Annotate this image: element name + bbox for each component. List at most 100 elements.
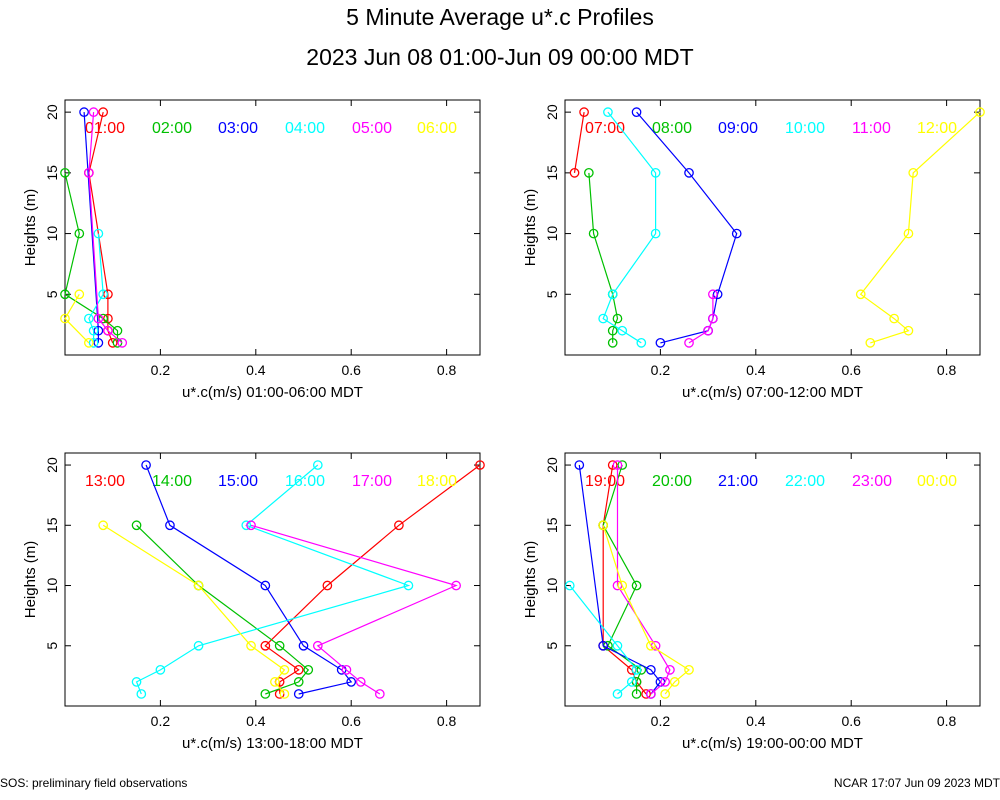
chart-title: 5 Minute Average u*.c Profiles bbox=[346, 4, 654, 30]
data-point bbox=[731, 228, 742, 239]
series-line bbox=[573, 112, 585, 173]
series-1100 bbox=[684, 289, 718, 348]
series-line bbox=[636, 111, 738, 344]
data-point bbox=[260, 640, 271, 651]
data-point bbox=[293, 677, 304, 687]
y-tick-label: 10 bbox=[544, 578, 560, 594]
footer-right-note: NCAR 17:07 Jun 09 2023 MDT bbox=[833, 776, 1000, 790]
data-point bbox=[93, 228, 104, 239]
y-axis-label: Heights (m) bbox=[522, 541, 539, 619]
chart-panel-4: 0.2 0.4 0.6 0.8 5 10 15 20 u*.c(m/s) 19:00-00:00… bbox=[522, 452, 981, 752]
data-point bbox=[241, 520, 252, 531]
data-point bbox=[475, 460, 485, 470]
legend-entry: 16:00 bbox=[285, 473, 325, 490]
data-point bbox=[646, 665, 656, 675]
data-point bbox=[270, 677, 280, 687]
y-tick-label: 20 bbox=[44, 104, 60, 120]
chart-subtitle: 2023 Jun 08 01:00-Jun 09 00:00 MDT bbox=[306, 44, 694, 70]
legend-entry: 18:00 bbox=[417, 473, 457, 490]
x-tick-label: 0.8 bbox=[437, 362, 457, 378]
legend-entry: 23:00 bbox=[852, 473, 892, 490]
data-point bbox=[603, 107, 613, 117]
series-line bbox=[602, 111, 657, 344]
data-point bbox=[60, 289, 70, 300]
data-point bbox=[564, 580, 575, 591]
data-point bbox=[598, 313, 609, 324]
footer-left-note: SOS: preliminary field observations bbox=[0, 776, 188, 790]
x-tick-label: 0.2 bbox=[151, 362, 171, 378]
data-point bbox=[312, 460, 323, 470]
series-1000 bbox=[598, 107, 661, 348]
data-point bbox=[303, 665, 314, 675]
series-1700 bbox=[246, 520, 461, 699]
data-point bbox=[312, 640, 323, 651]
legend-entry: 17:00 bbox=[352, 473, 392, 490]
data-point bbox=[374, 689, 385, 699]
y-tick-label: 20 bbox=[544, 104, 560, 120]
x-tick-label: 0.4 bbox=[246, 713, 266, 729]
y-axis-label: Heights (m) bbox=[22, 541, 39, 619]
series-line bbox=[136, 524, 310, 695]
data-point bbox=[274, 640, 285, 651]
data-point bbox=[641, 689, 651, 699]
data-point bbox=[631, 665, 642, 675]
data-point bbox=[703, 325, 713, 336]
y-tick-label: 5 bbox=[44, 290, 60, 298]
data-point bbox=[88, 325, 99, 336]
legend-entry: 07:00 bbox=[585, 120, 625, 137]
data-point bbox=[279, 689, 290, 699]
series-0600 bbox=[60, 289, 94, 348]
x-axis-label: u*.c(m/s) 13:00-18:00 MDT bbox=[182, 735, 363, 752]
data-point bbox=[607, 289, 618, 300]
series-1500 bbox=[141, 460, 357, 699]
plot-frame bbox=[64, 99, 481, 356]
series-line bbox=[264, 464, 481, 694]
data-point bbox=[60, 313, 70, 324]
data-point bbox=[612, 313, 623, 324]
data-point bbox=[117, 338, 128, 348]
data-point bbox=[612, 460, 623, 470]
data-point bbox=[669, 677, 680, 687]
series-line bbox=[602, 464, 643, 694]
data-point bbox=[631, 580, 642, 591]
series-line bbox=[88, 111, 114, 344]
data-point bbox=[903, 325, 914, 336]
data-point bbox=[298, 640, 309, 651]
data-point bbox=[660, 689, 671, 699]
series-1200 bbox=[855, 107, 985, 348]
data-point bbox=[650, 228, 661, 239]
data-point bbox=[293, 689, 304, 699]
chart-panel-1: 0.2 0.4 0.6 0.8 5 10 15 20 u*.c(m/s) 01:00-06:00… bbox=[22, 99, 481, 401]
y-tick-label: 10 bbox=[44, 578, 60, 594]
data-point bbox=[626, 677, 637, 687]
legend-entry: 01:00 bbox=[85, 120, 125, 137]
data-point bbox=[355, 677, 366, 687]
data-point bbox=[98, 520, 109, 531]
x-tick-label: 0.4 bbox=[246, 362, 266, 378]
y-tick-label: 20 bbox=[544, 457, 560, 473]
data-point bbox=[98, 107, 109, 117]
data-point bbox=[574, 460, 585, 470]
x-tick-label: 0.4 bbox=[746, 713, 766, 729]
data-point bbox=[579, 107, 589, 117]
data-point bbox=[74, 228, 85, 239]
series-1900 bbox=[598, 460, 651, 699]
y-tick-label: 15 bbox=[544, 517, 560, 533]
x-tick-label: 0.2 bbox=[651, 362, 671, 378]
data-point bbox=[84, 313, 94, 324]
data-point bbox=[260, 689, 271, 699]
series-line bbox=[102, 524, 286, 695]
series-0700 bbox=[569, 107, 589, 178]
series-1600 bbox=[131, 460, 414, 699]
series-0900 bbox=[631, 107, 742, 348]
data-point bbox=[598, 640, 609, 651]
data-point bbox=[260, 580, 271, 591]
x-tick-label: 0.8 bbox=[937, 362, 957, 378]
series-line bbox=[569, 585, 638, 695]
legend-entry: 15:00 bbox=[218, 473, 258, 490]
series-line bbox=[64, 172, 119, 343]
plot-frame bbox=[564, 452, 981, 707]
data-point bbox=[394, 520, 404, 531]
series-0400 bbox=[84, 228, 109, 348]
